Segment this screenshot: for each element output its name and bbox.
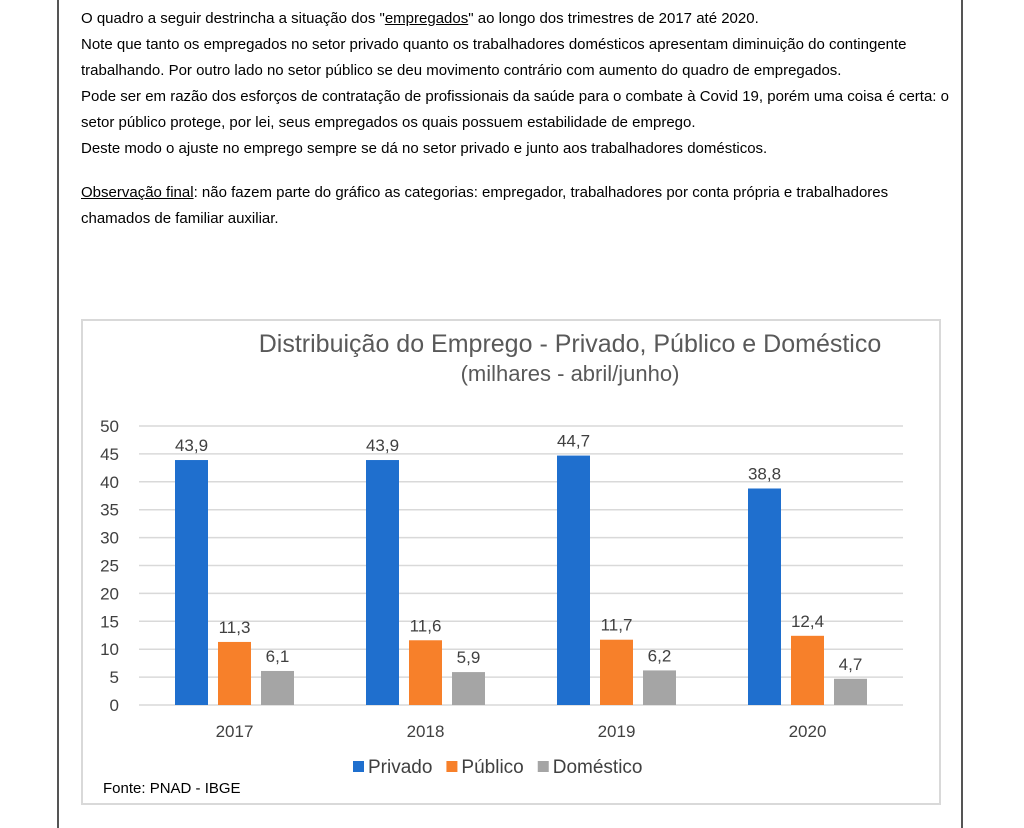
x-tick-label: 2018 <box>407 722 445 741</box>
paragraph-2: Note que tanto os empregados no setor pr… <box>81 36 907 79</box>
data-label: 12,4 <box>791 612 824 631</box>
legend-label: Doméstico <box>553 757 643 778</box>
legend-label: Público <box>461 757 523 778</box>
data-label: 5,9 <box>457 648 481 667</box>
y-tick-label: 10 <box>100 640 119 659</box>
data-label: 11,3 <box>219 618 251 637</box>
data-label: 43,9 <box>175 436 208 455</box>
document-frame <box>57 0 963 828</box>
bar-público-2020 <box>791 635 824 705</box>
legend-item-doméstico: Doméstico <box>537 757 643 778</box>
observation-paragraph: Observação final: não fazem parte do grá… <box>81 184 889 227</box>
bar-privado-2018 <box>366 460 399 705</box>
bar-doméstico-2017 <box>261 670 294 705</box>
data-label: 38,8 <box>748 464 781 483</box>
chart-source: Fonte: PNAD - IBGE <box>103 780 241 797</box>
bar-público-2017 <box>218 641 251 705</box>
y-tick-label: 20 <box>100 584 119 603</box>
data-label: 11,6 <box>410 616 442 635</box>
y-tick-label: 25 <box>100 557 119 576</box>
legend-label: Privado <box>368 757 432 778</box>
empregados-link[interactable]: empregados <box>384 10 469 27</box>
bar-privado-2020 <box>748 488 781 705</box>
x-tick-label: 2017 <box>216 722 254 741</box>
data-label: 6,2 <box>648 646 672 665</box>
bar-doméstico-2020 <box>834 678 867 705</box>
paragraph-3: Pode ser em razão dos esforços de contra… <box>81 88 949 131</box>
data-label: 43,9 <box>366 436 399 455</box>
y-tick-label: 30 <box>100 529 119 548</box>
y-tick-label: 45 <box>100 445 119 464</box>
paragraph-1: O quadro a seguir destrincha a situação … <box>81 10 759 27</box>
y-tick-label: 0 <box>110 696 119 715</box>
observation-label: Observação final <box>81 184 194 201</box>
legend-item-privado: Privado <box>353 757 432 778</box>
x-tick-label: 2020 <box>789 722 827 741</box>
bar-doméstico-2018 <box>452 672 485 705</box>
bar-doméstico-2019 <box>643 670 676 705</box>
bar-privado-2017 <box>175 460 208 705</box>
chart-title: Distribuição do Emprego - Privado, Públi… <box>259 330 882 358</box>
y-tick-label: 15 <box>100 612 119 631</box>
bar-chart: Distribuição do Emprego - Privado, Públi… <box>100 330 903 797</box>
data-label: 44,7 <box>557 432 590 451</box>
legend-swatch <box>537 761 549 772</box>
data-label: 11,7 <box>601 616 633 635</box>
legend-swatch <box>353 761 364 772</box>
legend-item-público: Público <box>446 757 524 778</box>
article-text: O quadro a seguir destrincha a situação … <box>81 6 951 232</box>
y-tick-label: 5 <box>110 668 119 687</box>
paragraph-4: Deste modo o ajuste no emprego sempre se… <box>81 140 768 157</box>
chart-container: Distribuição do Emprego - Privado, Públi… <box>81 319 941 805</box>
bar-público-2018 <box>409 640 442 705</box>
data-label: 4,7 <box>839 655 863 674</box>
bar-público-2019 <box>600 639 633 705</box>
y-tick-label: 35 <box>100 501 119 520</box>
data-label: 6,1 <box>266 647 290 666</box>
y-tick-label: 40 <box>100 473 119 492</box>
chart-subtitle: (milhares - abril/junho) <box>461 361 680 386</box>
legend-swatch <box>446 761 458 772</box>
x-tick-label: 2019 <box>598 722 636 741</box>
y-tick-label: 50 <box>100 417 119 436</box>
bar-privado-2019 <box>557 455 590 705</box>
